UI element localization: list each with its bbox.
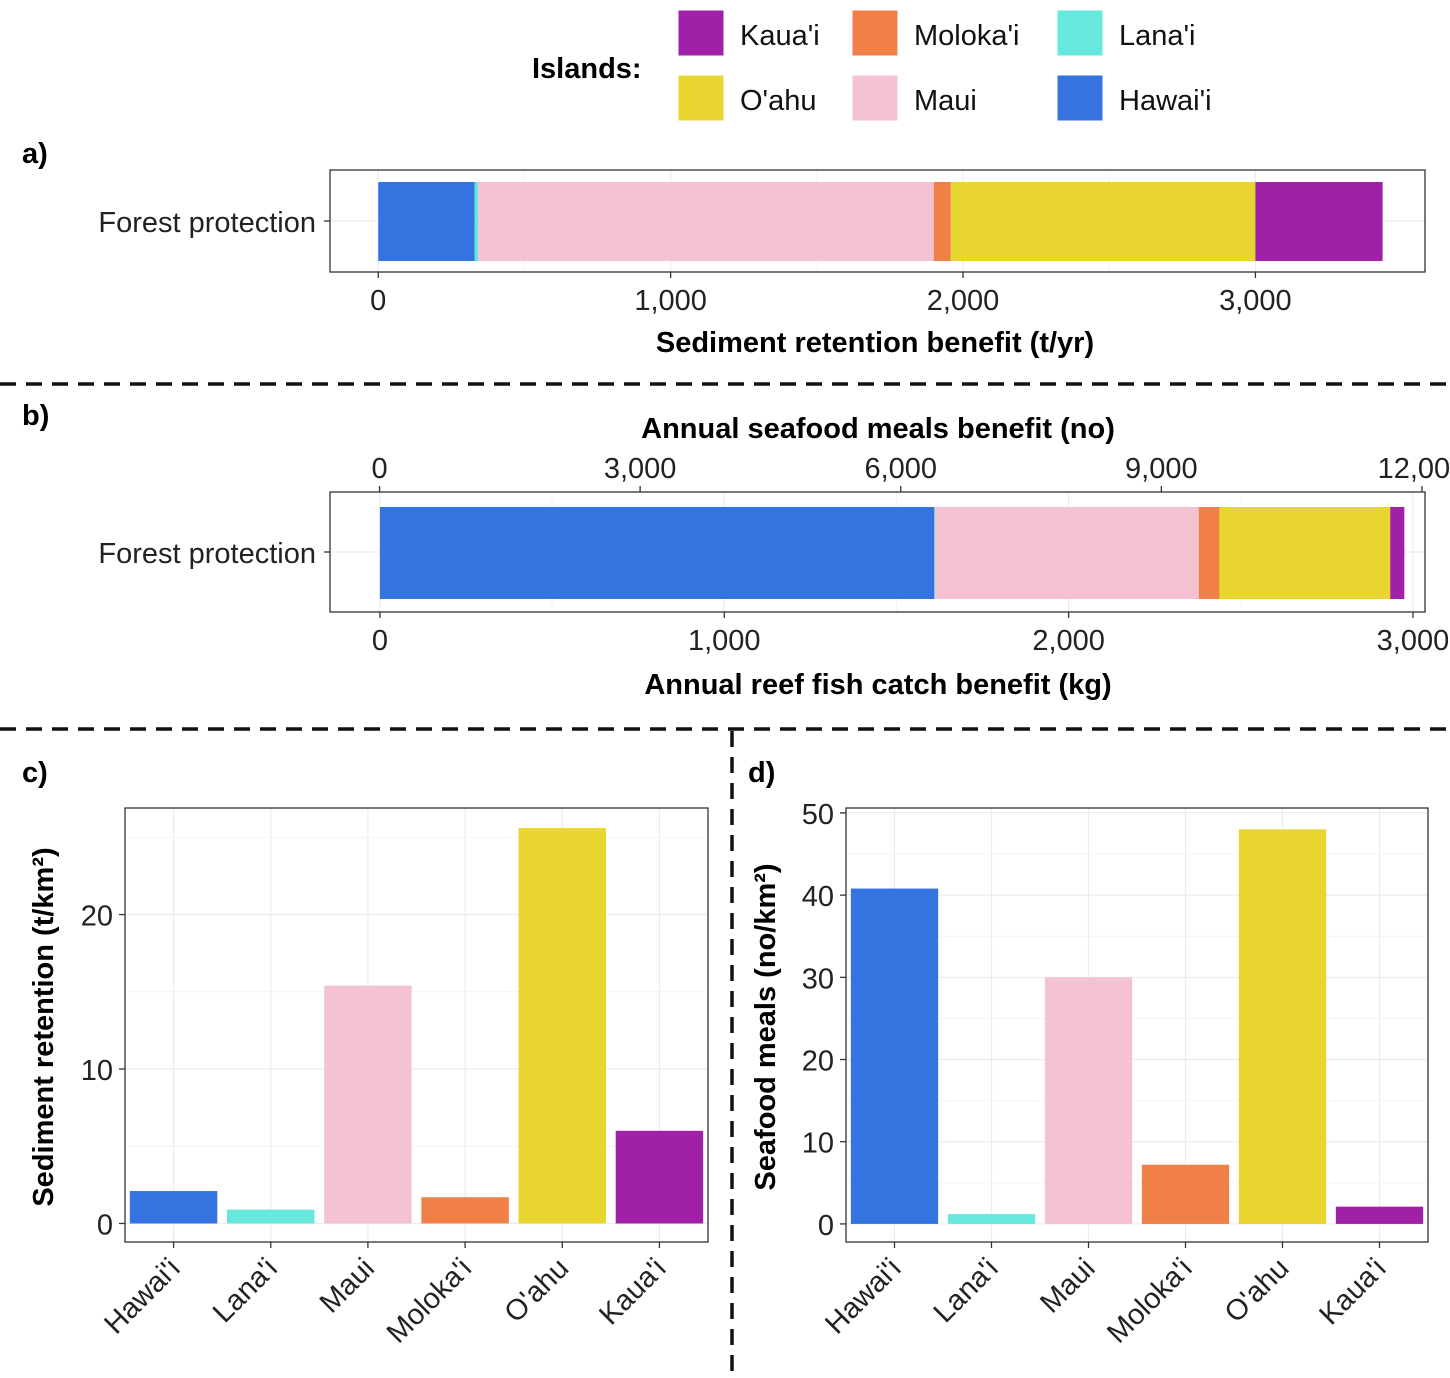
panel-a-chart: Sediment retention benefit (t/yr) Forest…: [98, 169, 1426, 359]
panel-label-b: b): [22, 400, 49, 432]
panel-label-c: c): [22, 757, 48, 789]
x-tick-label-moloka-i: Moloka'i: [1101, 1252, 1198, 1349]
x-tick-label: 0: [370, 285, 386, 317]
y-tick-label: 50: [802, 799, 834, 831]
bar-segment-moloka-i: [933, 182, 951, 261]
x-tick-label-lana-i: Lana'i: [207, 1252, 284, 1329]
plot-background: [125, 808, 708, 1242]
panel-c-chart: Sediment retention (t/km²) 0 10 20 Hawai'i L…: [28, 807, 709, 1350]
bar-kaua-i: [615, 1130, 704, 1224]
panel-label-d: d): [748, 757, 775, 789]
legend-swatch-maui: [851, 74, 899, 122]
bar-moloka-i: [421, 1197, 509, 1224]
bar-segment-o-ahu: [950, 182, 1256, 261]
bar-lana-i: [947, 1214, 1036, 1224]
x-tick-label-moloka-i: Moloka'i: [381, 1252, 478, 1349]
y-tick-label: 0: [818, 1210, 834, 1242]
legend-label-maui: Maui: [914, 85, 977, 117]
x-tick-label-hawai-i: Hawai'i: [98, 1252, 186, 1340]
legend-title: Islands:: [532, 53, 642, 85]
x-tick-label: 1,000: [688, 625, 761, 657]
x-tick-label-kaua-i: Kaua'i: [593, 1252, 672, 1331]
y-tick-label: 0: [97, 1209, 113, 1241]
x-tick-label: 2,000: [927, 285, 1000, 317]
legend-swatch-kaua-i: [677, 9, 725, 57]
top-x-tick-label: 3,000: [604, 453, 677, 485]
x-tick-label-o-ahu: O'ahu: [1219, 1252, 1296, 1329]
category-label: Forest protection: [98, 207, 316, 239]
bar-segment-hawai-i: [379, 507, 935, 599]
y-tick-label: 10: [81, 1055, 113, 1087]
bar-o-ahu: [518, 828, 606, 1224]
bar-segment-kaua-i: [1390, 507, 1405, 599]
x-tick-label-kaua-i: Kaua'i: [1313, 1252, 1392, 1331]
x-tick-label: 1,000: [634, 285, 707, 317]
panel-c-ylabel: Sediment retention (t/km²): [28, 847, 60, 1206]
bar-segment-maui: [478, 182, 934, 261]
panel-b-chart: Annual seafood meals benefit (no) Annual…: [98, 413, 1450, 701]
top-x-tick-label: 6,000: [864, 453, 937, 485]
bar-hawai-i: [850, 888, 939, 1224]
y-tick-label: 40: [802, 881, 834, 913]
x-tick-label-maui: Maui: [314, 1252, 381, 1319]
bar-segment-lana-i: [934, 507, 936, 599]
y-tick-label: 20: [81, 901, 113, 933]
bar-segment-kaua-i: [1255, 182, 1383, 261]
bar-lana-i: [227, 1209, 315, 1224]
bar-o-ahu: [1238, 829, 1327, 1224]
y-tick-label: 10: [802, 1128, 834, 1160]
panel-d-chart: Seafood meals (no/km²) 0 10 20 30 40 50 Hawai'…: [750, 799, 1429, 1350]
legend-swatch-lana-i: [1056, 9, 1104, 57]
bar-hawai-i: [129, 1191, 218, 1224]
x-tick-label: 2,000: [1032, 625, 1105, 657]
top-x-tick-label: 9,000: [1125, 453, 1198, 485]
bar-segment-moloka-i: [1198, 507, 1220, 599]
bar-kaua-i: [1335, 1206, 1424, 1224]
plot-frame: [845, 807, 1429, 1243]
y-tick-label: 20: [802, 1046, 834, 1078]
x-tick-label-maui: Maui: [1034, 1252, 1101, 1319]
legend-label-kaua-i: Kaua'i: [740, 20, 820, 52]
panel-a-xlabel: Sediment retention benefit (t/yr): [656, 327, 1094, 359]
legend-swatch-moloka-i: [851, 9, 899, 57]
x-tick-label: 3,000: [1219, 285, 1292, 317]
x-tick-label-o-ahu: O'ahu: [498, 1252, 575, 1329]
legend-label-o-ahu: O'ahu: [740, 85, 816, 117]
x-tick-label: 3,000: [1377, 625, 1450, 657]
legend-label-moloka-i: Moloka'i: [914, 20, 1019, 52]
bar-segment-hawai-i: [378, 182, 475, 261]
panel-label-a: a): [22, 138, 48, 170]
top-x-tick-label: 0: [371, 453, 387, 485]
panel-d-ylabel: Seafood meals (no/km²): [750, 863, 782, 1190]
legend-swatch-o-ahu: [677, 74, 725, 122]
plot-frame: [124, 807, 709, 1243]
x-tick-label: 0: [372, 625, 388, 657]
panel-b-secondary-xlabel: Annual seafood meals benefit (no): [641, 413, 1115, 445]
panel-b-xlabel: Annual reef fish catch benefit (kg): [644, 669, 1111, 701]
y-tick-label: 30: [802, 963, 834, 995]
plot-background: [846, 808, 1428, 1242]
category-label: Forest protection: [98, 538, 316, 570]
x-tick-label-hawai-i: Hawai'i: [819, 1252, 907, 1340]
top-x-tick-label: 12,000: [1378, 453, 1450, 485]
bar-moloka-i: [1141, 1164, 1230, 1224]
bar-segment-maui: [935, 507, 1199, 599]
bar-maui: [1044, 977, 1133, 1224]
bar-maui: [324, 985, 412, 1224]
bar-segment-o-ahu: [1219, 507, 1391, 599]
legend-label-lana-i: Lana'i: [1119, 20, 1196, 52]
legend-label-hawai-i: Hawai'i: [1119, 85, 1212, 117]
legend-swatch-hawai-i: [1056, 74, 1104, 122]
x-tick-label-lana-i: Lana'i: [928, 1252, 1005, 1329]
legend: Islands: Kaua'i Moloka'i Lana'i O'ahu Maui Ha…: [532, 9, 1212, 122]
bar-segment-lana-i: [474, 182, 479, 261]
